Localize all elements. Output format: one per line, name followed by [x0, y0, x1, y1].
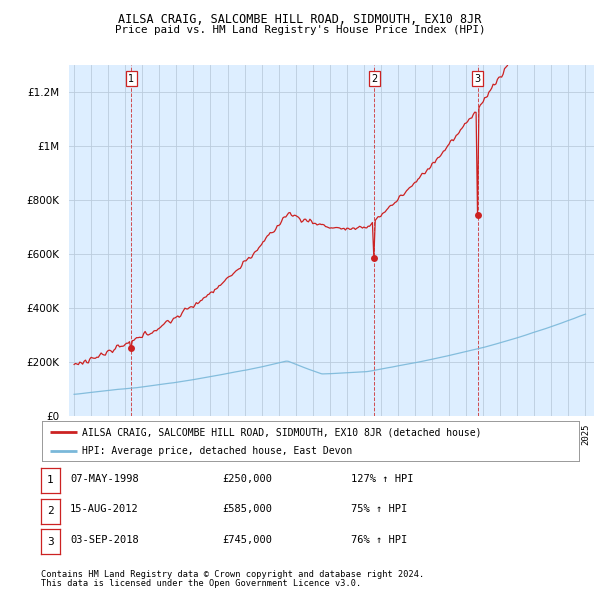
Text: 2: 2 [371, 74, 377, 84]
Text: £745,000: £745,000 [222, 535, 272, 545]
Text: 07-MAY-1998: 07-MAY-1998 [70, 474, 139, 484]
Text: 3: 3 [475, 74, 481, 84]
Text: 3: 3 [47, 537, 54, 547]
Text: 1: 1 [128, 74, 134, 84]
Text: Contains HM Land Registry data © Crown copyright and database right 2024.: Contains HM Land Registry data © Crown c… [41, 571, 424, 579]
Text: £250,000: £250,000 [222, 474, 272, 484]
Text: 75% ↑ HPI: 75% ↑ HPI [351, 504, 407, 514]
Text: HPI: Average price, detached house, East Devon: HPI: Average price, detached house, East… [82, 445, 353, 455]
Text: AILSA CRAIG, SALCOMBE HILL ROAD, SIDMOUTH, EX10 8JR (detached house): AILSA CRAIG, SALCOMBE HILL ROAD, SIDMOUT… [82, 427, 482, 437]
Text: 1: 1 [47, 476, 54, 486]
Text: This data is licensed under the Open Government Licence v3.0.: This data is licensed under the Open Gov… [41, 579, 361, 588]
Text: 03-SEP-2018: 03-SEP-2018 [70, 535, 139, 545]
Text: 127% ↑ HPI: 127% ↑ HPI [351, 474, 413, 484]
Text: AILSA CRAIG, SALCOMBE HILL ROAD, SIDMOUTH, EX10 8JR: AILSA CRAIG, SALCOMBE HILL ROAD, SIDMOUT… [118, 13, 482, 26]
Text: 76% ↑ HPI: 76% ↑ HPI [351, 535, 407, 545]
Text: 2: 2 [47, 506, 54, 516]
Text: £585,000: £585,000 [222, 504, 272, 514]
Text: Price paid vs. HM Land Registry's House Price Index (HPI): Price paid vs. HM Land Registry's House … [115, 25, 485, 35]
Text: 15-AUG-2012: 15-AUG-2012 [70, 504, 139, 514]
